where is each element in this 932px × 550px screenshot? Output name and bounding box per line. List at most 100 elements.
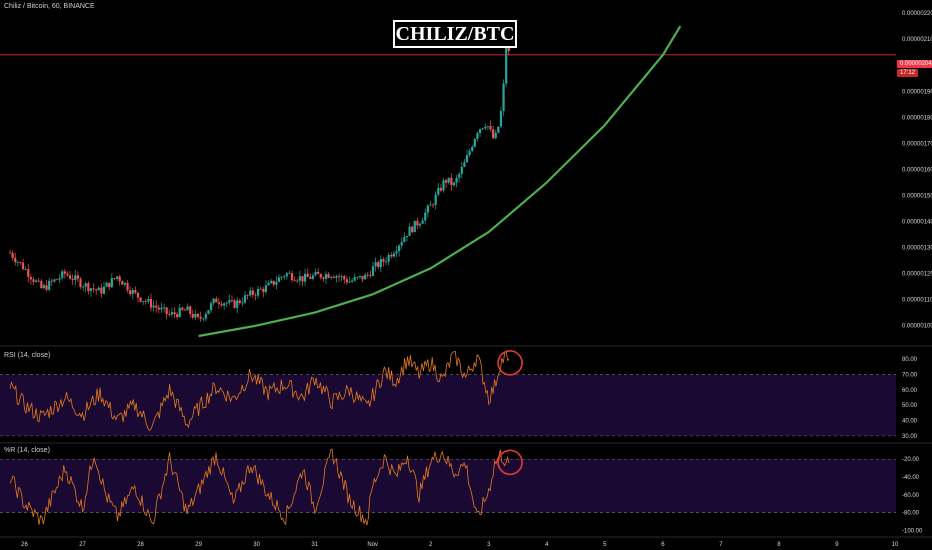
candle-body [426, 205, 429, 213]
candle-body [102, 286, 106, 294]
candle-body [202, 318, 205, 320]
candle-body [439, 188, 442, 191]
candle-body [421, 220, 424, 224]
price-tick-label: 0.00000190 [902, 89, 932, 95]
price-tick-label: 0.00000130 [902, 245, 932, 251]
candle-body [442, 180, 445, 191]
candle-body [170, 312, 174, 315]
candle-body [162, 307, 166, 309]
candle-body [332, 276, 335, 278]
x-tick-label: 3 [487, 542, 491, 548]
candle-body [71, 278, 74, 281]
candle-body [254, 294, 257, 296]
candle-body [369, 274, 372, 276]
candle-body [84, 283, 87, 287]
candle-body [165, 307, 168, 314]
rsi-band-fill [0, 374, 896, 436]
candle-body [178, 307, 181, 318]
candle-body [476, 133, 479, 139]
candle-body [366, 274, 369, 276]
candle-body [48, 280, 51, 290]
candle-body [66, 273, 69, 276]
price-tick-label: 0.00000120 [902, 272, 932, 278]
rsi-pane: 80.00 70.00 60.00 50.00 40.00 30.00 [0, 350, 918, 440]
candle-body [322, 277, 325, 279]
candle-body [429, 204, 432, 206]
candle-body [118, 276, 121, 282]
candle-body [348, 281, 351, 283]
price-tick-label: 0.00000170 [902, 141, 932, 147]
rsi-line [9, 350, 510, 431]
candle-body [79, 278, 82, 288]
wr-pane: -20.00 -40.00 -60.00 -80.00 -100.00 [0, 448, 923, 534]
x-tick-label: 30 [253, 542, 260, 548]
candle-body [408, 226, 411, 236]
candle-body [16, 261, 19, 263]
price-tick-label: 0.00000110 [902, 298, 932, 304]
candle-body [194, 313, 197, 318]
candle-body [403, 237, 406, 243]
williams-r-tick-label: -100.00 [902, 528, 923, 534]
candle-body [314, 271, 317, 276]
candle-body [458, 173, 461, 178]
candle-body [317, 271, 320, 274]
candle-body [251, 290, 254, 295]
candle-body [486, 126, 489, 127]
candle-body [471, 146, 474, 151]
candle-body [384, 261, 388, 263]
rsi-tick-label: 70.00 [902, 373, 918, 379]
candle-body [74, 275, 77, 281]
candle-body [377, 262, 380, 268]
candle-body [136, 292, 140, 298]
candle-body [358, 275, 362, 277]
candle-body [405, 235, 409, 238]
rsi-tick-label: 50.00 [902, 403, 918, 409]
candle-body [76, 275, 79, 279]
candle-body [267, 283, 270, 286]
candle-body [14, 257, 17, 263]
candle-body [262, 288, 265, 293]
candle-body [398, 245, 401, 252]
candle-body [387, 254, 390, 262]
candle-body [296, 280, 299, 282]
candle-body [126, 282, 129, 291]
countdown-badge: 17:12 [897, 69, 919, 77]
candle-body [243, 295, 247, 303]
price-tick-label: 0.00000210 [902, 37, 932, 43]
candle-body [306, 273, 309, 278]
candle-body [110, 278, 113, 288]
candle-body [392, 253, 395, 257]
candle-body [131, 290, 134, 294]
x-tick-label: 5 [603, 542, 607, 548]
candle-body [319, 273, 322, 278]
rsi-pane-label: RSI (14, close) [4, 352, 51, 359]
candle-body [502, 83, 505, 111]
candle-body [149, 298, 153, 308]
candle-body [207, 310, 210, 314]
candle-body [100, 287, 103, 294]
williams-r-tick-label: -80.00 [902, 511, 920, 517]
candle-body [209, 303, 213, 311]
candle-body [181, 307, 184, 310]
candle-body [335, 276, 338, 278]
williams-r-band-fill [0, 459, 896, 513]
price-grid [0, 345, 932, 538]
candle-body [424, 212, 427, 221]
candle-body [89, 288, 93, 292]
candle-body [50, 280, 53, 282]
candle-body [19, 261, 22, 263]
candle-body [478, 129, 482, 134]
price-tick-label: 0.00000150 [902, 193, 932, 199]
x-tick-label: 2 [429, 542, 433, 548]
candle-body [24, 269, 27, 270]
candle-body [121, 281, 124, 285]
price-tick-label: 0.00000180 [902, 115, 932, 121]
candle-body [270, 280, 273, 284]
candle-body [186, 306, 189, 311]
candle-body [220, 303, 223, 306]
candle-body [361, 275, 364, 280]
candle-body [411, 226, 414, 233]
symbol-label: Chiliz / Bitcoin, 60, BINANCE [4, 3, 95, 10]
candle-body [249, 290, 252, 296]
candle-body [183, 309, 187, 311]
